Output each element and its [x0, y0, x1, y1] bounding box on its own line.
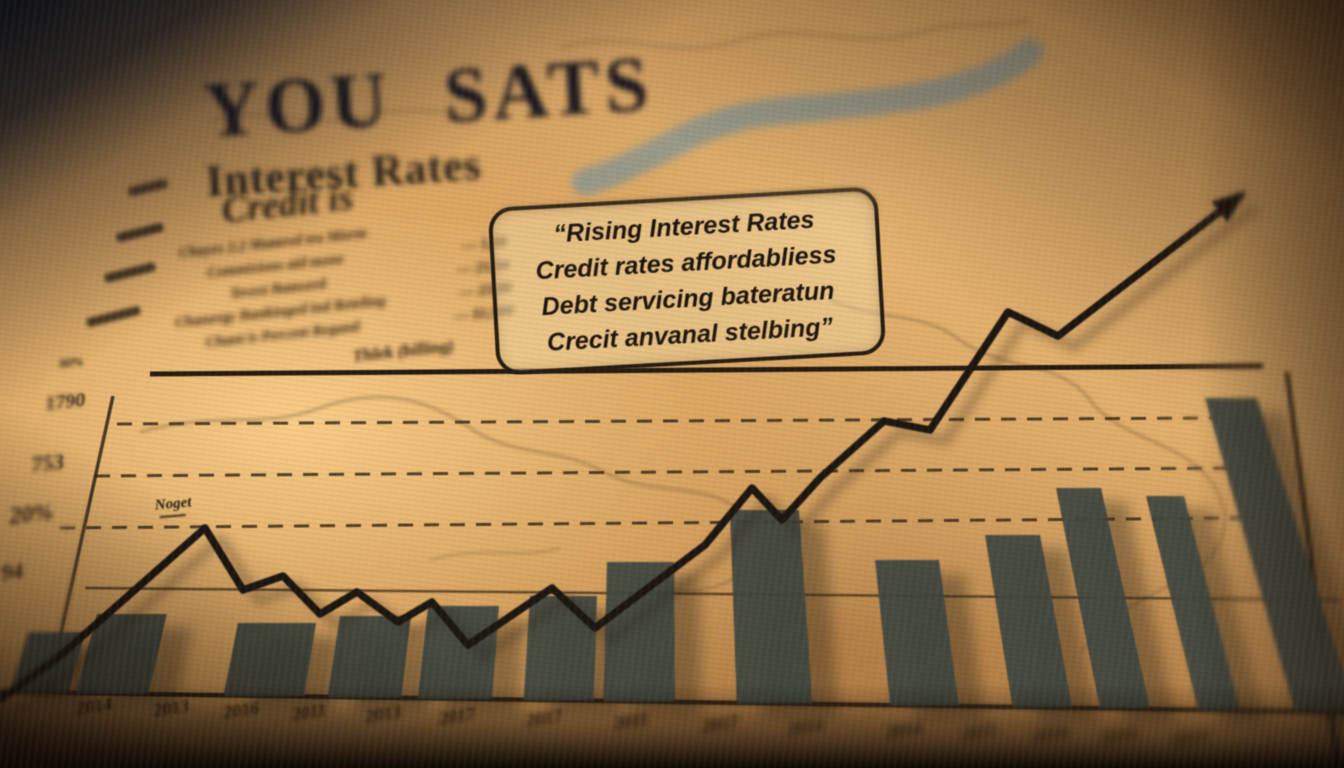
x-axis-label: 2014: [884, 718, 923, 743]
bar: [730, 510, 813, 704]
bar: [327, 616, 411, 698]
bar: [223, 623, 316, 697]
x-axis-label: 2017: [437, 704, 477, 729]
y-axis-label: 753: [30, 449, 65, 477]
gridline-dashed: [94, 466, 1251, 478]
y-axis-label: 80%: [59, 354, 84, 371]
x-axis-label: 2014: [74, 694, 113, 719]
x-axis-label: 2014: [1169, 726, 1208, 751]
gridline-dashed: [116, 416, 1216, 426]
credit-panel: Credit is Chayes 2.2 Mamred tra Mierte C…: [150, 159, 518, 385]
y-axis-label: 94: [0, 558, 24, 585]
x-axis-label: 2014: [785, 715, 824, 740]
x-axis-label: 2016: [221, 698, 260, 723]
x-axis-label: 2017: [524, 706, 564, 731]
x-axis-label: 2017: [700, 712, 740, 737]
x-axis-label: 2013: [151, 696, 190, 721]
x-axis-label: 2016: [1031, 722, 1070, 747]
x-axis-label: 2018: [1099, 724, 1138, 749]
x-axis-label: 2011: [289, 700, 327, 725]
x-axis-label: 2015: [959, 720, 998, 745]
peak-annotation: Noget: [154, 494, 192, 518]
y-axis-label: 20%: [7, 500, 54, 531]
quote-callout-box: “Rising Interest Rates Credit rates affo…: [487, 186, 887, 376]
x-axis-label: 2011: [611, 709, 649, 734]
y-axis-label: 1790: [44, 389, 86, 415]
x-axis-label: 2013: [363, 702, 402, 727]
